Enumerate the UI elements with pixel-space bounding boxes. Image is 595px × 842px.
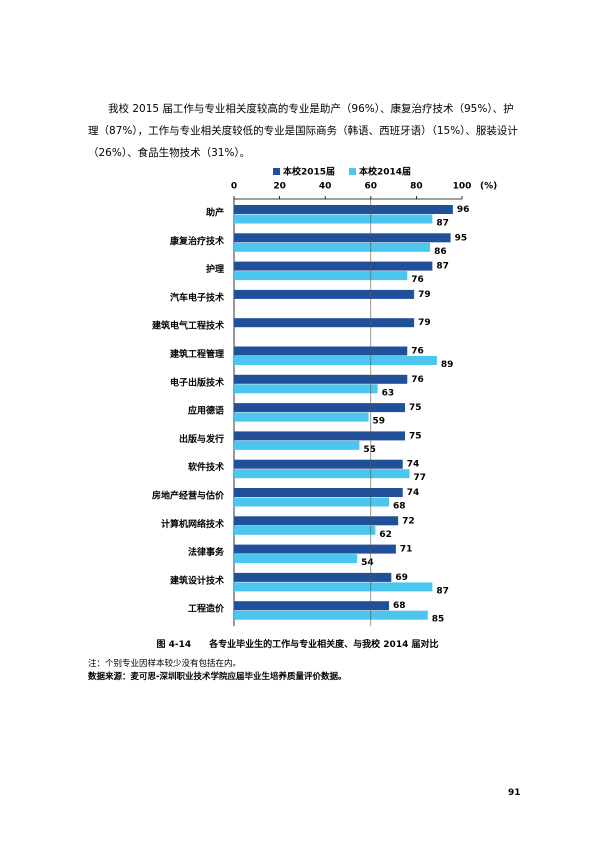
value-label: 79 <box>418 318 431 328</box>
caption: 图 4-14 各专业毕业生的工作与专业相关度、与我校 2014 届对比 <box>156 640 439 650</box>
bar <box>234 233 451 243</box>
category-label: 电子出版技术 <box>170 376 224 388</box>
category-label: 出版与发行 <box>179 433 224 445</box>
bar <box>234 346 408 356</box>
value-label: 54 <box>361 558 374 568</box>
category-label: 工程造价 <box>188 603 225 615</box>
value-label: 71 <box>400 545 413 555</box>
value-label: 87 <box>436 262 449 272</box>
bar <box>234 469 410 479</box>
x-tick-label: 80 <box>410 182 423 192</box>
bar <box>234 601 390 611</box>
bar <box>234 205 453 214</box>
bar <box>234 271 408 281</box>
bar <box>234 431 405 441</box>
category-label: 建筑工程管理 <box>170 348 224 360</box>
page-number: 91 <box>508 788 521 798</box>
source: 数据来源：麦可思-深圳职业技术学院应届毕业生培养质量评价数据。 <box>88 672 347 682</box>
value-label: 59 <box>373 417 386 427</box>
bar <box>234 544 396 554</box>
x-tick-label: 60 <box>365 182 378 192</box>
category-label: 护理 <box>206 263 224 275</box>
category-label: 应用德语 <box>188 405 224 417</box>
value-label: 79 <box>418 290 431 300</box>
value-label: 75 <box>409 403 422 413</box>
category-label: 房地产经营与估价 <box>152 490 225 502</box>
bar <box>234 572 392 582</box>
value-label: 76 <box>411 275 424 285</box>
category-label: 助产 <box>206 207 224 219</box>
bar <box>234 525 376 535</box>
value-label: 63 <box>382 388 395 398</box>
value-label: 72 <box>402 516 415 526</box>
bar <box>234 488 403 497</box>
bar <box>234 242 431 252</box>
value-label: 96 <box>457 205 470 215</box>
bar <box>234 214 433 224</box>
category-label: 建筑电气工程技术 <box>152 320 224 332</box>
x-tick-label: 100 <box>453 182 472 192</box>
legend-swatch <box>273 168 280 175</box>
x-tick-label: 0 <box>231 182 237 192</box>
value-label: 76 <box>411 375 424 385</box>
category-label: 计算机网络技术 <box>161 518 224 530</box>
category-label: 康复治疗技术 <box>170 235 224 247</box>
bar <box>234 384 378 394</box>
value-label: 77 <box>414 473 427 483</box>
value-label: 87 <box>436 219 449 229</box>
category-label: 建筑设计技术 <box>170 574 224 586</box>
paragraph: 我校 2015 届工作与专业相关度较高的专业是助产（96%）、康复治疗技术（95… <box>88 103 518 159</box>
value-label: 74 <box>407 488 420 498</box>
x-tick-label: 40 <box>319 182 332 192</box>
value-label: 68 <box>393 601 406 611</box>
bar <box>234 356 437 365</box>
bar <box>234 610 428 620</box>
value-label: 86 <box>434 247 447 257</box>
bar <box>234 440 360 450</box>
value-label: 87 <box>436 586 449 596</box>
axis-unit: (%) <box>480 182 497 192</box>
bar <box>234 374 408 384</box>
category-label: 法律事务 <box>188 546 225 558</box>
legend-label: 本校2015届 <box>283 166 335 178</box>
value-label: 75 <box>409 431 422 441</box>
bar <box>234 554 358 564</box>
category-label: 汽车电子技术 <box>170 291 224 303</box>
value-label: 68 <box>393 502 406 512</box>
legend-label: 本校2014届 <box>359 166 411 178</box>
legend-swatch <box>349 168 356 175</box>
bar <box>234 289 415 299</box>
value-label: 74 <box>407 460 420 470</box>
bar <box>234 459 403 469</box>
value-label: 69 <box>395 573 408 583</box>
bar <box>234 582 433 592</box>
value-label: 62 <box>379 530 392 540</box>
category-label: 软件技术 <box>188 461 224 473</box>
bar <box>234 318 415 328</box>
value-label: 85 <box>432 615 445 625</box>
x-tick-label: 20 <box>273 182 286 192</box>
value-label: 89 <box>441 360 454 370</box>
note: 注：个别专业因样本较少没有包括在内。 <box>88 659 242 669</box>
bar <box>234 516 399 526</box>
bar <box>234 403 405 413</box>
bar <box>234 412 369 422</box>
value-label: 76 <box>411 347 424 357</box>
bar <box>234 497 390 507</box>
value-label: 95 <box>455 233 468 243</box>
value-label: 55 <box>363 445 376 455</box>
bar <box>234 261 433 271</box>
